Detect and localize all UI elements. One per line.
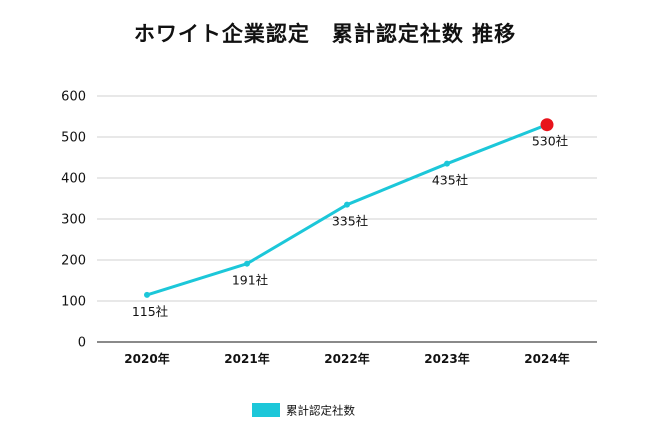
chart-title: ホワイト企業認定 累計認定社数 推移 <box>133 22 517 46</box>
data-label: 530社 <box>532 134 568 149</box>
data-point <box>144 291 150 298</box>
series-line <box>145 123 549 297</box>
x-tick-label: 2021年 <box>224 351 269 366</box>
x-tick-label: 2023年 <box>424 351 469 366</box>
highlight-point <box>540 118 554 132</box>
y-tick-label: 600 <box>61 90 86 105</box>
data-label: 115社 <box>132 304 168 319</box>
legend-swatch <box>252 403 280 417</box>
data-point <box>444 160 450 167</box>
x-tick-label: 2024年 <box>524 351 569 366</box>
y-tick-label: 200 <box>61 254 86 269</box>
y-tick-label: 0 <box>78 336 86 351</box>
y-tick-label: 400 <box>61 172 86 187</box>
data-label: 435社 <box>432 173 468 188</box>
legend-label: 累計認定社数 <box>286 404 355 418</box>
data-label: 191社 <box>232 273 268 288</box>
y-tick-label: 500 <box>61 131 86 146</box>
y-tick-label: 100 <box>61 295 86 310</box>
data-point <box>344 201 350 208</box>
x-tick-label: 2020年 <box>124 351 169 366</box>
x-tick-label: 2022年 <box>324 351 369 366</box>
data-label: 335社 <box>332 214 368 229</box>
data-point <box>244 260 250 267</box>
y-tick-label: 300 <box>61 213 86 228</box>
